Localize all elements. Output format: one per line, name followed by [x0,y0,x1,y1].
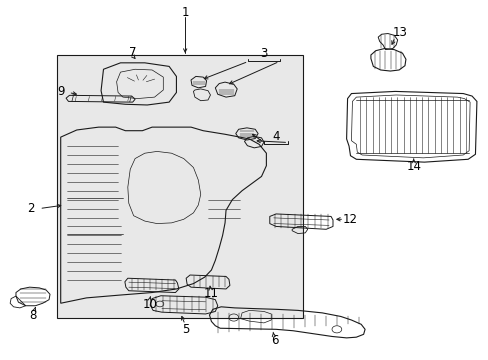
Text: 9: 9 [57,85,64,98]
Text: 14: 14 [406,160,420,173]
Text: 6: 6 [270,333,278,347]
Bar [57,55,302,318]
Text: 12: 12 [342,213,357,226]
Text: 4: 4 [272,130,279,143]
Text: 8: 8 [29,309,37,321]
Text: 10: 10 [142,298,157,311]
Text: 1: 1 [181,6,188,19]
Text: 11: 11 [203,287,219,300]
Text: 5: 5 [182,323,189,336]
Text: 3: 3 [260,47,267,60]
Text: 2: 2 [27,202,34,215]
Text: 13: 13 [392,26,407,39]
Text: 7: 7 [129,46,136,59]
